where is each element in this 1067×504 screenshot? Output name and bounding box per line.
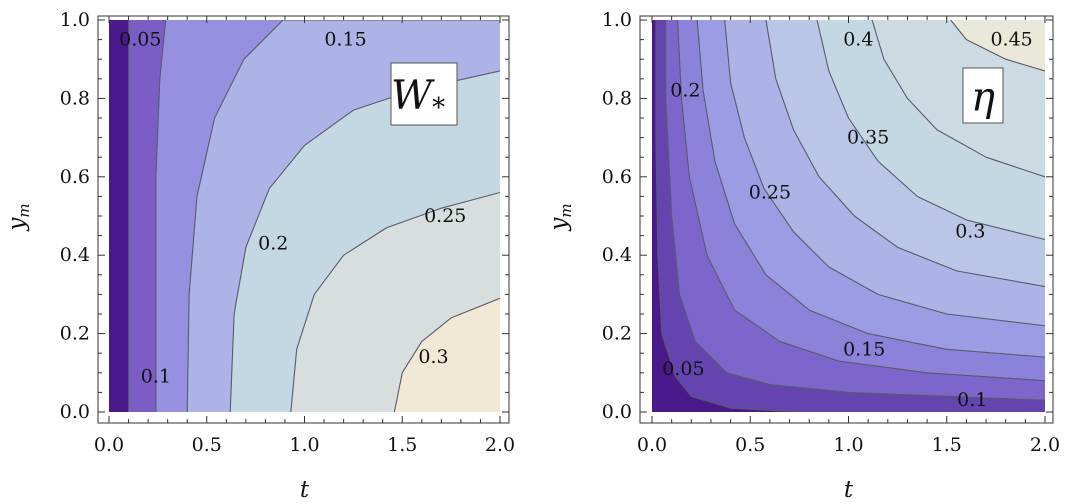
tick-marks: [640, 16, 1053, 423]
x-tick-label: 0.5: [735, 434, 765, 456]
y-tick-label: 0.6: [60, 166, 90, 188]
x-tick-label: 2.0: [1030, 434, 1060, 456]
y-axis-label-subscript: m: [557, 203, 575, 217]
y-tick-label: 0.8: [60, 87, 90, 109]
contour-label: 0.2: [258, 232, 288, 254]
contour-line-0_1: [665, 20, 1045, 401]
contour-panel-2: 0.4 0.45 0.2 0.35 0.25 0.3 0.15 0.05 0.1 0.0 0.5 1.…: [546, 9, 1060, 503]
plot-frame: [97, 15, 510, 424]
x-tick-label: 1.0: [289, 434, 319, 456]
contour-label: 0.3: [955, 221, 985, 243]
y-tick-label: 0.0: [60, 401, 90, 423]
x-tick-label: 0.0: [94, 434, 124, 456]
band-fill: [652, 20, 1045, 412]
x-tick-label: 0.0: [637, 434, 667, 456]
y-tick-label: 0.6: [602, 166, 632, 188]
contour-line-0_25: [724, 20, 1045, 327]
contour-label: 0.05: [119, 29, 161, 51]
y-tick-label: 0.2: [60, 323, 90, 345]
y-axis-label: ym: [4, 203, 33, 231]
contour-label: 0.45: [990, 29, 1032, 51]
contour-line-0_25: [290, 191, 500, 412]
panel-label-box: [390, 62, 458, 126]
contour-line-0_4: [871, 20, 1045, 178]
contour-line-0_3: [393, 297, 500, 412]
band-fill: [109, 20, 129, 412]
y-tick-label: 0.4: [602, 244, 632, 266]
contour-line-0_45: [950, 20, 1045, 72]
plot-area: [652, 20, 1045, 412]
contour-line-0_35: [816, 20, 1045, 241]
contour-panel-1: 0.05 0.15 0.2 0.25 0.1 0.3 0.0 0.5 1.0 1.5 2.0 0.0 0…: [4, 9, 515, 503]
contour-label: 0.1: [141, 366, 171, 388]
contour-label: 0.15: [324, 29, 366, 51]
contour-label: 0.25: [749, 181, 791, 203]
band-fill: [652, 20, 1045, 412]
x-tick-label: 1.0: [833, 434, 863, 456]
contour-label: 0.4: [843, 29, 873, 51]
x-tick-label: 1.5: [387, 434, 417, 456]
contour-label: 0.3: [418, 346, 448, 368]
panel-label: W*: [391, 73, 445, 123]
y-tick-label: 1.0: [60, 9, 90, 31]
y-tick-label: 0.4: [60, 244, 90, 266]
panel-label-box: [962, 67, 1004, 124]
contour-line-0_1: [155, 20, 167, 412]
y-tick-label: 1.0: [602, 9, 632, 31]
y-axis-label: ym: [546, 203, 575, 231]
x-tick-label: 2.0: [485, 434, 515, 456]
x-axis-label: t: [300, 477, 310, 503]
contour-label: 0.2: [670, 80, 700, 102]
contour-line-0_3: [765, 20, 1045, 288]
band-fill: [109, 20, 500, 412]
band-fill: [652, 20, 800, 412]
panel-label: η: [971, 75, 995, 121]
contour-label: 0.05: [662, 358, 704, 380]
y-tick-label: 0.8: [602, 87, 632, 109]
contour-line-0_05: [655, 20, 800, 412]
y-tick-label: 0.2: [602, 323, 632, 345]
contour-label: 0.1: [957, 389, 987, 411]
contour-line-0_15: [186, 20, 500, 412]
x-tick-label: 1.5: [932, 434, 962, 456]
contour-line-0_2: [696, 20, 1045, 358]
contour-line-0_15: [676, 20, 1045, 382]
x-axis-label: t: [844, 477, 854, 503]
contour-label: 0.35: [847, 127, 889, 149]
x-tick-label: 0.5: [192, 434, 222, 456]
y-tick-label: 0.0: [602, 401, 632, 423]
contour-label: 0.15: [843, 338, 885, 360]
contour-label: 0.25: [424, 205, 466, 227]
tick-marks: [98, 16, 509, 423]
panel-label-subscript: *: [432, 93, 445, 123]
plot-frame: [639, 15, 1054, 424]
y-axis-label-subscript: m: [15, 203, 33, 217]
